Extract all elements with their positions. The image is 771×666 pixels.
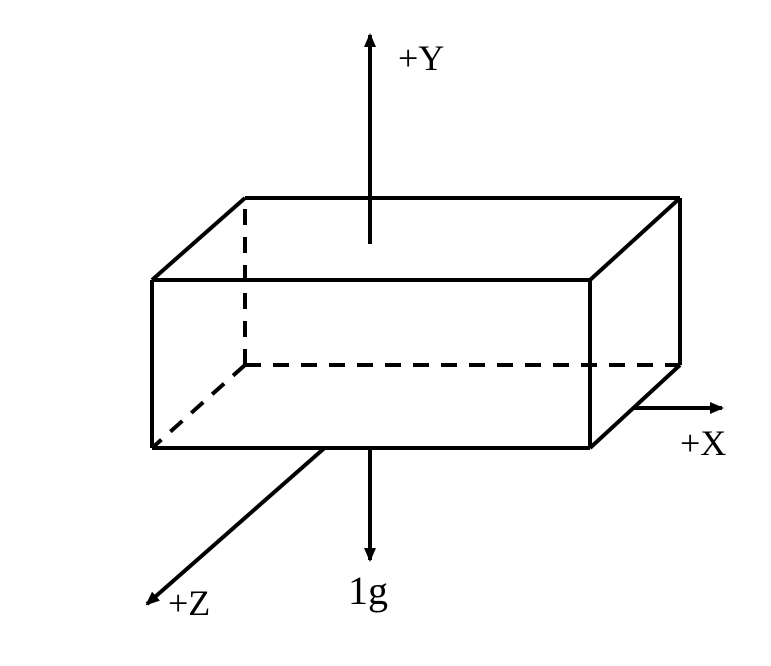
axes bbox=[147, 35, 722, 604]
box-hidden-edges bbox=[152, 198, 680, 448]
box-visible-edges bbox=[152, 198, 680, 448]
z-axis-label: +Z bbox=[168, 583, 210, 623]
coordinate-diagram: +Y +X +Z 1g bbox=[0, 0, 771, 666]
z-axis bbox=[147, 448, 325, 604]
y-axis-label: +Y bbox=[398, 38, 444, 78]
gravity-label: 1g bbox=[348, 568, 388, 613]
x-axis-label: +X bbox=[680, 423, 726, 463]
